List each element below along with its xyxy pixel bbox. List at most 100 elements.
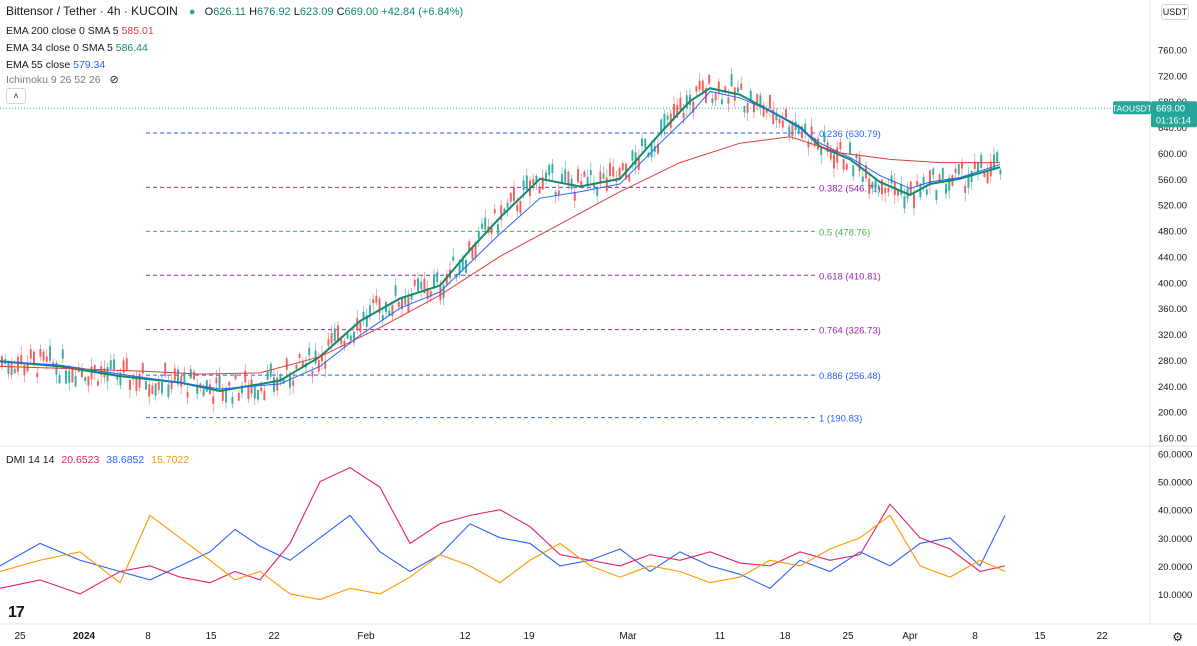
candle-body xyxy=(506,202,509,208)
tradingview-logo[interactable]: 17 xyxy=(8,604,25,621)
candle-body xyxy=(266,370,269,380)
candle-body xyxy=(151,385,154,395)
dmi-tick-label: 10.0000 xyxy=(1158,590,1192,601)
candle-body xyxy=(493,209,496,214)
dmi-tick-label: 20.0000 xyxy=(1158,562,1192,573)
change-value: +42.84 (+6.84%) xyxy=(381,6,464,18)
candle-body xyxy=(375,295,378,303)
candle-body xyxy=(458,260,461,276)
eye-off-icon[interactable]: ⊘ xyxy=(109,74,119,86)
candle-body xyxy=(10,363,13,375)
candle-body xyxy=(340,338,343,344)
collapse-legend-button[interactable]: ˄ xyxy=(6,88,26,104)
symbol-title[interactable]: Bittensor / Tether · 4h · KUCOIN xyxy=(6,4,178,18)
candle-body xyxy=(237,392,240,401)
candle-body xyxy=(772,109,775,125)
candle-body xyxy=(621,163,624,171)
candle-body xyxy=(119,372,122,386)
candle-body xyxy=(343,340,346,347)
indicator-ema55[interactable]: EMA 55 close 579.34 xyxy=(6,59,105,72)
dmi-legend[interactable]: DMI 14 14 20.6523 38.6852 15.7022 xyxy=(6,454,189,467)
candle-body xyxy=(695,86,698,92)
indicator-value: 586.44 xyxy=(115,42,148,54)
candle-body xyxy=(282,379,285,385)
candle-body xyxy=(442,285,445,299)
candle-body xyxy=(612,166,615,177)
candle-body xyxy=(29,349,32,359)
candle-body xyxy=(93,364,96,372)
candle-body xyxy=(500,205,503,221)
candle-body xyxy=(871,182,874,189)
candle-body xyxy=(727,97,730,104)
dmi-line-di xyxy=(0,514,1006,589)
price-tick-label: 160.00 xyxy=(1158,434,1187,445)
candle-body xyxy=(589,169,592,176)
candle-body xyxy=(532,178,535,184)
candle-body xyxy=(263,390,266,401)
close-label: C xyxy=(336,6,345,18)
indicator-ichimoku[interactable]: Ichimoku 9 26 52 26 ⊘ xyxy=(6,74,119,87)
candle-body xyxy=(369,305,371,314)
candle-body xyxy=(231,396,234,404)
time-tick-label: Feb xyxy=(357,631,375,642)
price-tick-label: 320.00 xyxy=(1158,330,1187,341)
candle-body xyxy=(900,183,903,195)
candle-body xyxy=(557,190,560,195)
candle-body xyxy=(977,163,979,172)
candle-body xyxy=(730,73,733,87)
time-tick-label: 25 xyxy=(14,631,26,642)
candle-body xyxy=(701,80,704,92)
candle-body xyxy=(68,370,71,383)
candle-body xyxy=(804,123,807,132)
candle-body xyxy=(141,363,144,374)
candle-body xyxy=(970,171,973,182)
candle-body xyxy=(113,359,115,370)
candle-body xyxy=(471,248,474,260)
candle-body xyxy=(938,174,941,182)
candle-body xyxy=(116,374,119,380)
candle-body xyxy=(433,275,435,289)
candle-body xyxy=(228,381,231,387)
candle-body xyxy=(253,385,256,399)
candle-body xyxy=(954,168,957,173)
candle-body xyxy=(743,105,746,113)
indicator-ema34[interactable]: EMA 34 close 0 SMA 5 586.44 xyxy=(6,42,148,55)
candle-body xyxy=(202,389,205,396)
candle-body xyxy=(292,380,295,386)
candle-body xyxy=(180,376,183,387)
price-tick-label: 360.00 xyxy=(1158,304,1187,315)
candle-body xyxy=(641,138,643,147)
time-tick-label: 15 xyxy=(1034,631,1046,642)
candle-body xyxy=(170,381,173,390)
candle-body xyxy=(983,171,986,178)
candle-body xyxy=(996,152,999,163)
fib-level-label: 1 (190.83) xyxy=(819,414,862,425)
indicator-label: EMA 34 close 0 SMA 5 xyxy=(6,42,113,54)
candle-body xyxy=(167,384,170,397)
candle-body xyxy=(468,241,471,252)
price-tag-value: 669.00 xyxy=(1156,103,1185,114)
candle-body xyxy=(753,102,755,113)
candle-body xyxy=(823,132,826,142)
candle-body xyxy=(881,179,883,195)
price-tick-label: 240.00 xyxy=(1158,382,1187,393)
currency-button[interactable]: USDT xyxy=(1161,4,1189,20)
time-tick-label: Mar xyxy=(619,631,637,642)
candle-body xyxy=(762,104,765,117)
candle-body xyxy=(484,217,487,230)
candle-body xyxy=(583,171,586,178)
gear-icon[interactable]: ⚙ xyxy=(1172,630,1183,644)
price-tick-label: 400.00 xyxy=(1158,278,1187,289)
candle-body xyxy=(314,350,317,364)
candle-body xyxy=(973,161,976,169)
fib-level-label: 0.382 (546.71) xyxy=(819,183,881,194)
time-tick-label: 12 xyxy=(459,631,471,642)
candle-body xyxy=(247,386,250,399)
candle-body xyxy=(765,108,768,113)
indicator-ema200[interactable]: EMA 200 close 0 SMA 5 585.01 xyxy=(6,25,154,38)
candle-body xyxy=(333,328,336,342)
candle-body xyxy=(42,351,45,361)
candle-body xyxy=(164,362,167,377)
candle-body xyxy=(420,282,423,290)
